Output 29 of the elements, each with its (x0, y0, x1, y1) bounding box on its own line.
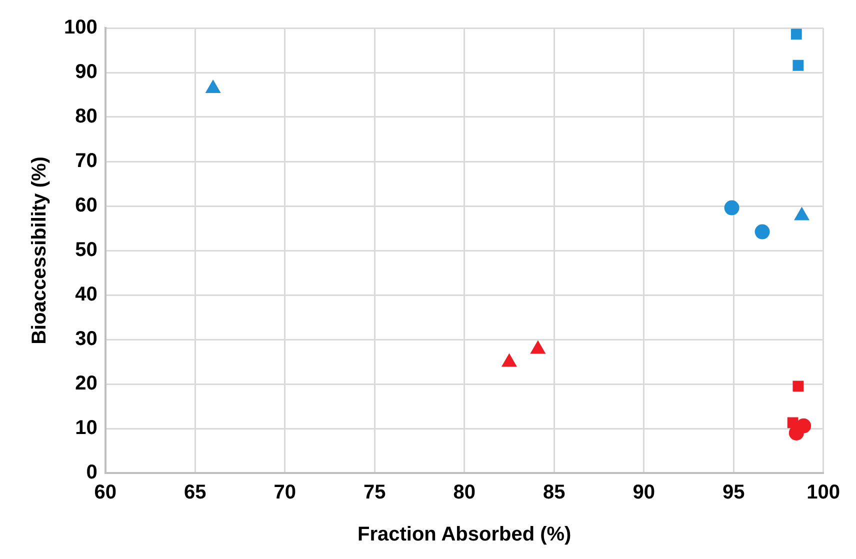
y-tick-label: 30 (75, 328, 98, 350)
x-tick-label: 70 (274, 482, 296, 504)
point (790, 28, 802, 40)
y-tick-label: 10 (75, 417, 98, 440)
point (724, 200, 740, 216)
point (792, 60, 804, 71)
point (792, 380, 804, 392)
x-tick-label: 65 (184, 482, 206, 504)
x-tick-label: 90 (632, 482, 655, 504)
y-axis-title: Bioaccessibility (%) (28, 156, 51, 344)
y-tick-label: 90 (75, 61, 98, 84)
y-tick-label: 50 (75, 239, 98, 262)
y-tick-label: 40 (75, 284, 98, 306)
y-tick-label: 100 (64, 16, 98, 39)
y-tick-label: 80 (75, 106, 98, 128)
y-tick-label: 60 (75, 194, 98, 217)
x-tick-label: 60 (94, 482, 116, 504)
y-tick-label: 70 (75, 150, 98, 172)
y-tick-label: 0 (86, 462, 98, 484)
x-tick-label: 95 (722, 482, 745, 504)
point (787, 417, 798, 428)
point (796, 418, 812, 434)
x-tick-label: 100 (806, 482, 840, 504)
y-tick-label: 20 (75, 372, 98, 395)
x-axis-title: Fraction Absorbed (%) (357, 524, 572, 546)
x-tick-label: 75 (363, 482, 386, 504)
x-tick-label: 85 (542, 482, 566, 504)
x-tick-label: 80 (453, 482, 476, 504)
point (754, 224, 770, 240)
